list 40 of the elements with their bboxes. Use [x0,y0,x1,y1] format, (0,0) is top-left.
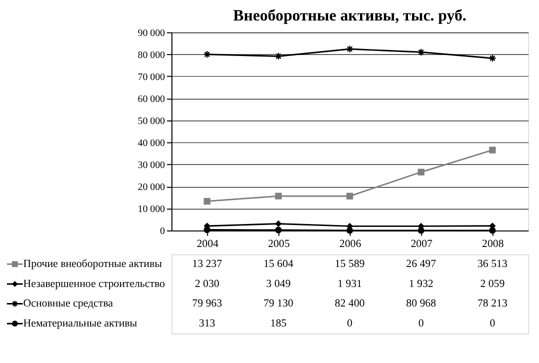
data-label: 78 213 [477,298,508,310]
y-tick-label: 20 000 [138,182,166,193]
data-label: 15 589 [334,258,365,270]
data-label: 0 [490,318,496,330]
data-label: 79 963 [192,298,223,310]
data-label: 82 400 [334,298,366,310]
legend-label: Нематериальные активы [23,318,138,330]
data-label: 36 513 [477,258,508,270]
x-tick-label: 2007 [410,238,434,250]
y-tick-label: 10 000 [138,204,166,215]
y-tick-label: 50 000 [138,116,166,127]
data-label: 0 [347,318,354,330]
data-label: 79 130 [263,298,294,310]
y-tick-label: 80 000 [138,50,166,61]
data-label: 3 049 [266,278,291,290]
x-tick-label: 2005 [268,238,290,250]
data-label: 1 932 [408,278,434,290]
legend-label: Незавершенное строительство [23,278,166,290]
data-label: 0 [418,318,424,330]
y-tick-label: 0 [160,226,166,237]
x-tick-label: 2008 [482,238,504,250]
data-label: 1 931 [338,278,362,290]
y-tick-label: 90 000 [138,28,166,39]
legend-label: Прочие внеоборотные активы [23,258,163,270]
data-label: 26 497 [406,258,437,270]
y-tick-label: 30 000 [138,160,166,171]
data-label: 313 [198,318,216,330]
legend-label: Основные средства [23,298,114,310]
y-tick-label: 40 000 [138,138,166,149]
data-label: 15 604 [263,258,294,270]
data-label: 185 [270,318,288,330]
data-label: 2 030 [194,278,220,290]
data-label: 13 237 [192,258,223,270]
chart-title: Внеоборотные активы, тыс. руб. [233,7,466,24]
y-tick-label: 70 000 [138,72,166,83]
x-tick-label: 2006 [339,238,362,250]
y-tick-label: 60 000 [138,94,166,105]
x-tick-label: 2004 [196,238,220,250]
data-label: 2 059 [480,278,505,290]
data-label: 80 968 [406,298,437,310]
